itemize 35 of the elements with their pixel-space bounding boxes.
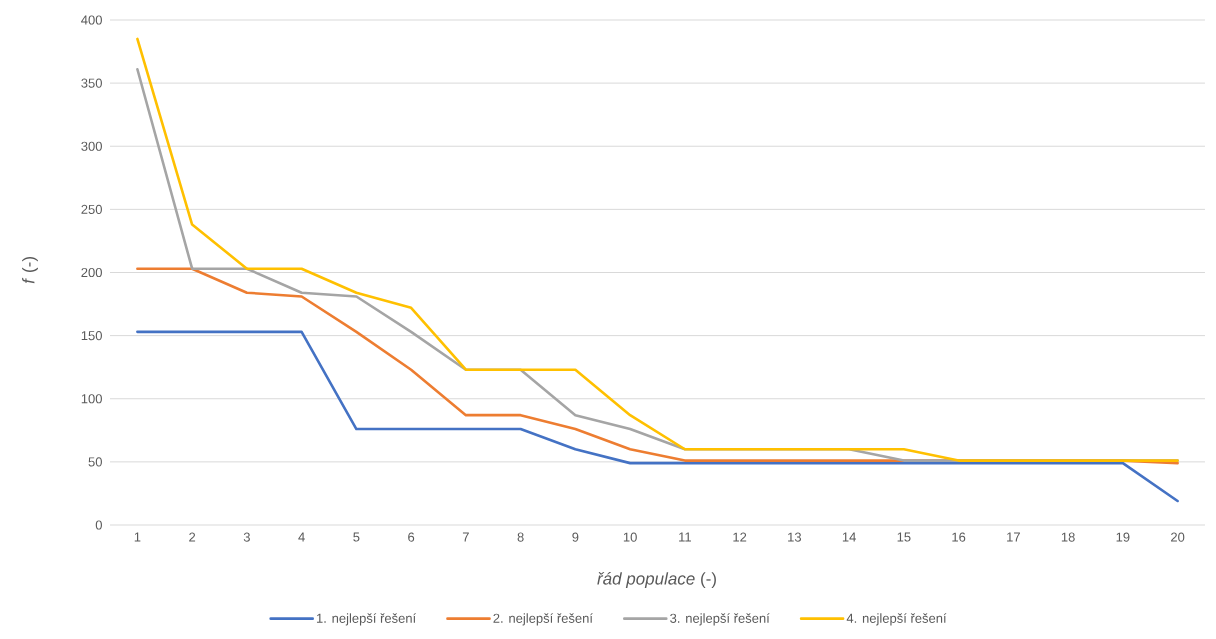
y-tick-label: 350 <box>81 78 102 88</box>
legend-label: 3. nejlepší řešení <box>670 613 770 626</box>
x-tick-label: 11 <box>679 532 691 542</box>
x-tick-label: 4 <box>298 532 305 542</box>
y-tick-label: 250 <box>81 204 102 214</box>
x-axis-title: řád populace (-) <box>597 571 716 589</box>
y-tick-label: 300 <box>81 141 102 151</box>
x-tick-label: 14 <box>842 532 856 542</box>
x-tick-label: 15 <box>897 532 911 542</box>
x-tick-label: 3 <box>243 532 250 542</box>
x-tick-label: 2 <box>189 532 196 542</box>
y-axis-title: f (-) <box>22 257 38 284</box>
y-tick-label: 200 <box>81 267 102 278</box>
y-tick-label: 150 <box>81 331 102 341</box>
x-tick-label: 20 <box>1171 532 1185 542</box>
x-tick-label: 13 <box>788 532 802 542</box>
x-tick-label: 12 <box>733 532 747 542</box>
legend-label: 1. nejlepší řešení <box>316 613 417 626</box>
legend-label: 2. nejlepší řešení <box>493 613 593 626</box>
x-tick-label: 9 <box>572 532 579 542</box>
x-tick-label: 16 <box>952 532 966 542</box>
x-tick-label: 8 <box>517 532 524 542</box>
x-tick-label: 6 <box>408 532 415 542</box>
x-tick-label: 7 <box>462 532 469 542</box>
y-tick-label: 400 <box>81 15 102 25</box>
x-tick-label: 1 <box>134 532 141 542</box>
x-tick-label: 19 <box>1116 532 1130 542</box>
legend-label: 4. nejlepší řešení <box>846 613 947 626</box>
x-tick-label: 18 <box>1061 532 1075 542</box>
y-tick-label: 0 <box>95 520 102 530</box>
x-tick-label: 17 <box>1007 532 1020 542</box>
y-tick-label: 100 <box>81 394 102 404</box>
x-tick-label: 5 <box>353 532 360 542</box>
x-tick-label: 10 <box>623 532 637 542</box>
y-tick-label: 50 <box>88 457 102 467</box>
